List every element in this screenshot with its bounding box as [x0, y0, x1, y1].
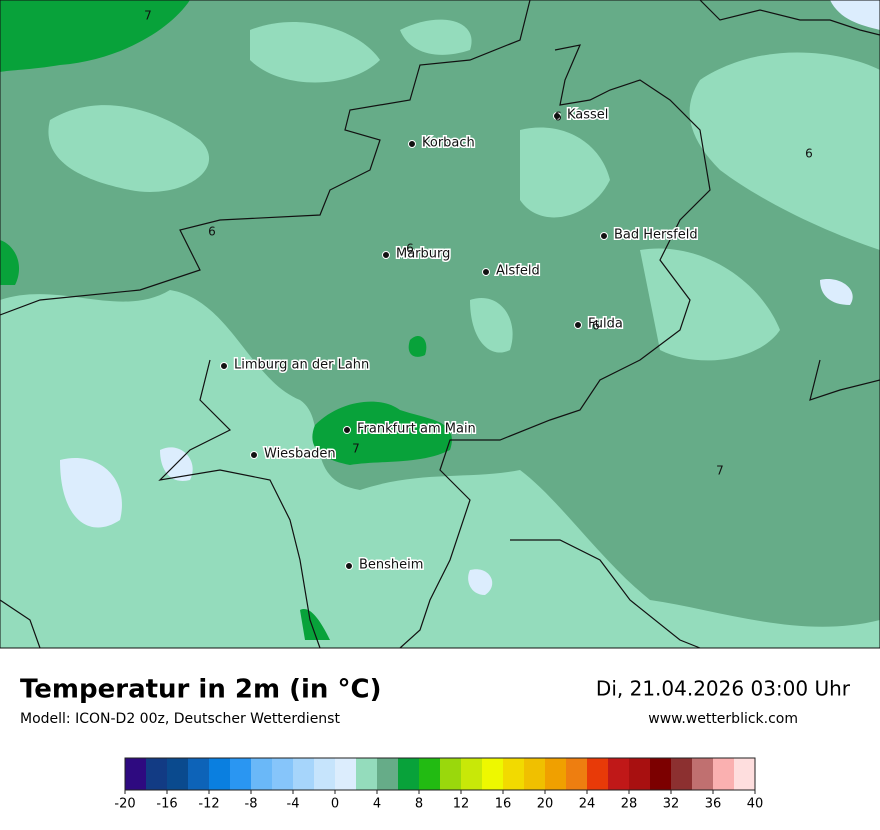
tick-label: 8: [415, 797, 423, 812]
color-swatch: [734, 758, 755, 790]
city-dot: [553, 112, 561, 120]
city-dot: [250, 451, 258, 459]
color-swatch: [356, 758, 377, 790]
tick-label: 24: [579, 797, 596, 812]
contour-label: 6: [592, 319, 600, 333]
city-dot: [343, 426, 351, 434]
color-swatch: [629, 758, 650, 790]
color-swatch: [482, 758, 503, 790]
color-swatch: [230, 758, 251, 790]
color-swatch: [335, 758, 356, 790]
color-swatch: [272, 758, 293, 790]
color-swatch: [671, 758, 692, 790]
city-label: Alsfeld: [496, 264, 540, 279]
city-dot: [408, 140, 416, 148]
city-label: Wiesbaden: [264, 447, 336, 462]
title: Temperatur in 2m (in °C): [20, 675, 381, 705]
city-dot: [345, 562, 353, 570]
color-swatch: [251, 758, 272, 790]
city-dot: [382, 251, 390, 259]
contour-label: 7: [144, 9, 152, 23]
tick-label: -12: [198, 797, 219, 812]
color-swatch: [461, 758, 482, 790]
tick-label: 16: [495, 797, 512, 812]
tick-label: 12: [453, 797, 470, 812]
color-swatch: [545, 758, 566, 790]
color-swatch: [440, 758, 461, 790]
tick-label: -4: [287, 797, 300, 812]
color-swatch: [503, 758, 524, 790]
contour-label: 7: [716, 464, 724, 478]
city-label: Fulda: [588, 317, 623, 332]
tick-label: -16: [156, 797, 177, 812]
contour-label: 6: [805, 147, 813, 161]
colorbar-frame: [124, 757, 756, 791]
color-swatch: [293, 758, 314, 790]
city-dot: [220, 362, 228, 370]
city-label: Bensheim: [359, 558, 423, 573]
borders: [0, 0, 880, 649]
contour-label: 6: [406, 242, 414, 256]
tick-label: -8: [245, 797, 258, 812]
tick-label: 28: [621, 797, 638, 812]
tick-label: 40: [747, 797, 764, 812]
map: [0, 0, 880, 649]
city-label: Korbach: [422, 136, 475, 151]
color-swatch: [167, 758, 188, 790]
city-label: Bad Hersfeld: [614, 228, 698, 243]
tick-label: 4: [373, 797, 381, 812]
tick-label: -20: [114, 797, 135, 812]
color-swatch: [713, 758, 734, 790]
color-swatch: [146, 758, 167, 790]
color-swatch: [566, 758, 587, 790]
color-swatch: [608, 758, 629, 790]
city-label: Marburg: [396, 247, 450, 262]
tick-label: 32: [663, 797, 680, 812]
contour-label: 6: [554, 110, 562, 124]
tick-label: 36: [705, 797, 722, 812]
color-swatch: [398, 758, 419, 790]
city-label: Limburg an der Lahn: [234, 358, 369, 373]
city-dot: [574, 321, 582, 329]
datetime: Di, 21.04.2026 03:00 Uhr: [596, 677, 851, 701]
website: www.wetterblick.com: [648, 711, 798, 727]
color-swatch: [524, 758, 545, 790]
city-dot: [482, 268, 490, 276]
color-swatch: [125, 758, 146, 790]
color-swatch: [419, 758, 440, 790]
city-dot: [600, 232, 608, 240]
color-swatch: [209, 758, 230, 790]
color-swatch: [314, 758, 335, 790]
color-swatch: [188, 758, 209, 790]
city-label: Frankfurt am Main: [357, 422, 476, 437]
map-frame: [0, 0, 880, 649]
contour-label: 6: [208, 225, 216, 239]
light-areas: [0, 19, 880, 648]
city-label: Kassel: [567, 108, 608, 123]
contour-label: 7: [352, 442, 360, 456]
tick-label: 0: [331, 797, 339, 812]
color-swatch: [377, 758, 398, 790]
color-swatch: [650, 758, 671, 790]
color-swatch: [692, 758, 713, 790]
tick-label: 20: [537, 797, 554, 812]
model: Modell: ICON-D2 00z, Deutscher Wetterdie…: [20, 711, 340, 727]
warm-areas: [0, 0, 452, 640]
color-swatch: [587, 758, 608, 790]
